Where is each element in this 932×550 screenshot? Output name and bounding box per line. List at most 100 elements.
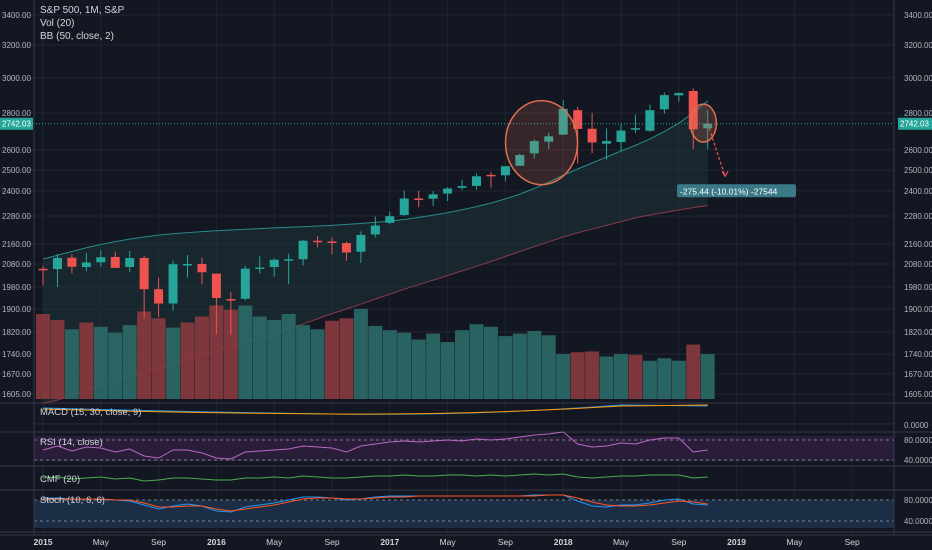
candle-body xyxy=(428,194,438,199)
stoch-pane-label[interactable]: Stoch (10, 6, 6) xyxy=(40,495,105,506)
price-tick-label-left: 2500.00 xyxy=(2,166,31,175)
candle-body xyxy=(284,259,294,261)
x-axis-label: 2019 xyxy=(727,537,746,547)
price-tick-label-right: 2160.00 xyxy=(904,240,932,249)
volume-bar xyxy=(194,316,209,399)
price-tick-label-left: 1605.00 xyxy=(2,390,31,399)
price-tick-label-right: 3000.00 xyxy=(904,74,932,83)
rsi-tick-40: 40.0000 xyxy=(904,456,932,465)
bollinger-band-fill xyxy=(43,100,708,404)
volume-bar xyxy=(325,320,339,399)
volume-bar xyxy=(599,356,614,399)
candle-body xyxy=(443,188,453,194)
x-axis-label: 2015 xyxy=(34,537,53,547)
volume-bar xyxy=(483,326,498,399)
volume-bar xyxy=(671,360,686,399)
volume-bar xyxy=(700,353,715,399)
chart-title[interactable]: S&P 500, 1M, S&P xyxy=(40,5,125,16)
candle-body xyxy=(341,243,351,253)
volume-bar xyxy=(411,339,426,399)
volume-bar xyxy=(353,308,368,399)
volume-bar xyxy=(642,360,657,399)
candle-body xyxy=(616,130,626,143)
x-axis-label: Sep xyxy=(671,537,686,547)
last-price-badge-right xyxy=(898,117,932,130)
volume-bar xyxy=(440,342,455,399)
candle-body xyxy=(269,259,279,267)
last-price-badge-left xyxy=(0,117,33,130)
stoch-tick-80: 80.0000 xyxy=(904,496,932,505)
candle-body xyxy=(703,123,713,129)
price-tick-label-right: 2800.00 xyxy=(904,109,932,118)
volume-bar xyxy=(368,325,383,399)
price-tick-label-left: 3400.00 xyxy=(2,11,31,20)
candle-body xyxy=(110,257,120,268)
x-axis-label: Sep xyxy=(151,537,166,547)
volume-bar xyxy=(296,325,311,399)
measure-label: -275.44 (-10.01%) -27544 xyxy=(680,186,778,196)
x-axis-label: 2016 xyxy=(207,537,226,547)
candle-body xyxy=(38,268,48,271)
price-tick-label-left: 2800.00 xyxy=(2,109,31,118)
candle-body xyxy=(298,240,308,260)
candle-body xyxy=(457,186,467,188)
price-tick-label-right: 2600.00 xyxy=(904,146,932,155)
price-tick-label-left: 2080.00 xyxy=(2,260,31,269)
volume-bar xyxy=(108,332,123,399)
price-tick-label-left: 3200.00 xyxy=(2,41,31,50)
volume-bar xyxy=(498,336,513,399)
volume-bar xyxy=(686,344,701,399)
price-tick-label-left: 2160.00 xyxy=(2,240,31,249)
candle-body xyxy=(529,141,539,154)
candle-body xyxy=(52,258,62,270)
volume-bar xyxy=(36,314,50,399)
x-axis-label: May xyxy=(266,537,283,547)
candle-body xyxy=(240,268,250,299)
volume-bar xyxy=(382,330,397,399)
candle-body xyxy=(168,264,178,304)
macd-pane-label[interactable]: MACD (15, 30, close, 9) xyxy=(40,407,142,418)
volume-bar xyxy=(252,316,267,399)
volume-bar xyxy=(137,311,152,399)
stoch-d-line xyxy=(43,494,708,512)
volume-bar xyxy=(455,330,470,399)
bb-indicator-label[interactable]: BB (50, close, 2) xyxy=(40,31,114,42)
cmf-line xyxy=(42,473,708,482)
volume-bar xyxy=(223,309,238,399)
volume-bar xyxy=(397,332,412,399)
candle-body xyxy=(414,198,424,200)
volume-bar xyxy=(614,353,628,399)
price-tick-label-right: 1605.00 xyxy=(904,390,932,399)
candle-body xyxy=(500,166,510,176)
volume-bar xyxy=(93,326,108,399)
price-tick-label-right: 2080.00 xyxy=(904,260,932,269)
candle-body xyxy=(125,258,135,267)
candle-body xyxy=(602,141,612,144)
candle-body xyxy=(255,267,265,269)
cmf-pane-label[interactable]: CMF (20) xyxy=(40,474,81,485)
rsi-pane-label[interactable]: RSI (14, close) xyxy=(40,437,103,448)
stoch-band-fill xyxy=(34,500,894,528)
x-axis-label: Sep xyxy=(498,537,513,547)
volume-bar xyxy=(426,333,441,399)
volume-bar xyxy=(541,335,556,399)
candle-body xyxy=(211,273,221,298)
measure-box xyxy=(677,184,796,198)
candle-body xyxy=(558,108,568,135)
candle-body xyxy=(81,262,91,267)
price-tick-label-right: 1670.00 xyxy=(904,370,932,379)
price-tick-label-left: 1740.00 xyxy=(2,350,31,359)
x-axis-label: May xyxy=(613,537,630,547)
volume-bar xyxy=(50,319,65,399)
vol-indicator-label[interactable]: Vol (20) xyxy=(40,18,75,29)
volume-bar xyxy=(339,318,354,399)
x-axis-label: Sep xyxy=(845,537,860,547)
highlight-ellipse-2 xyxy=(689,103,718,143)
candle-body xyxy=(356,234,366,252)
price-tick-label-left: 1820.00 xyxy=(2,328,31,337)
candle-body xyxy=(486,174,496,177)
volume-bar xyxy=(267,319,282,399)
x-axis-label: May xyxy=(786,537,803,547)
volume-bar xyxy=(512,333,527,399)
